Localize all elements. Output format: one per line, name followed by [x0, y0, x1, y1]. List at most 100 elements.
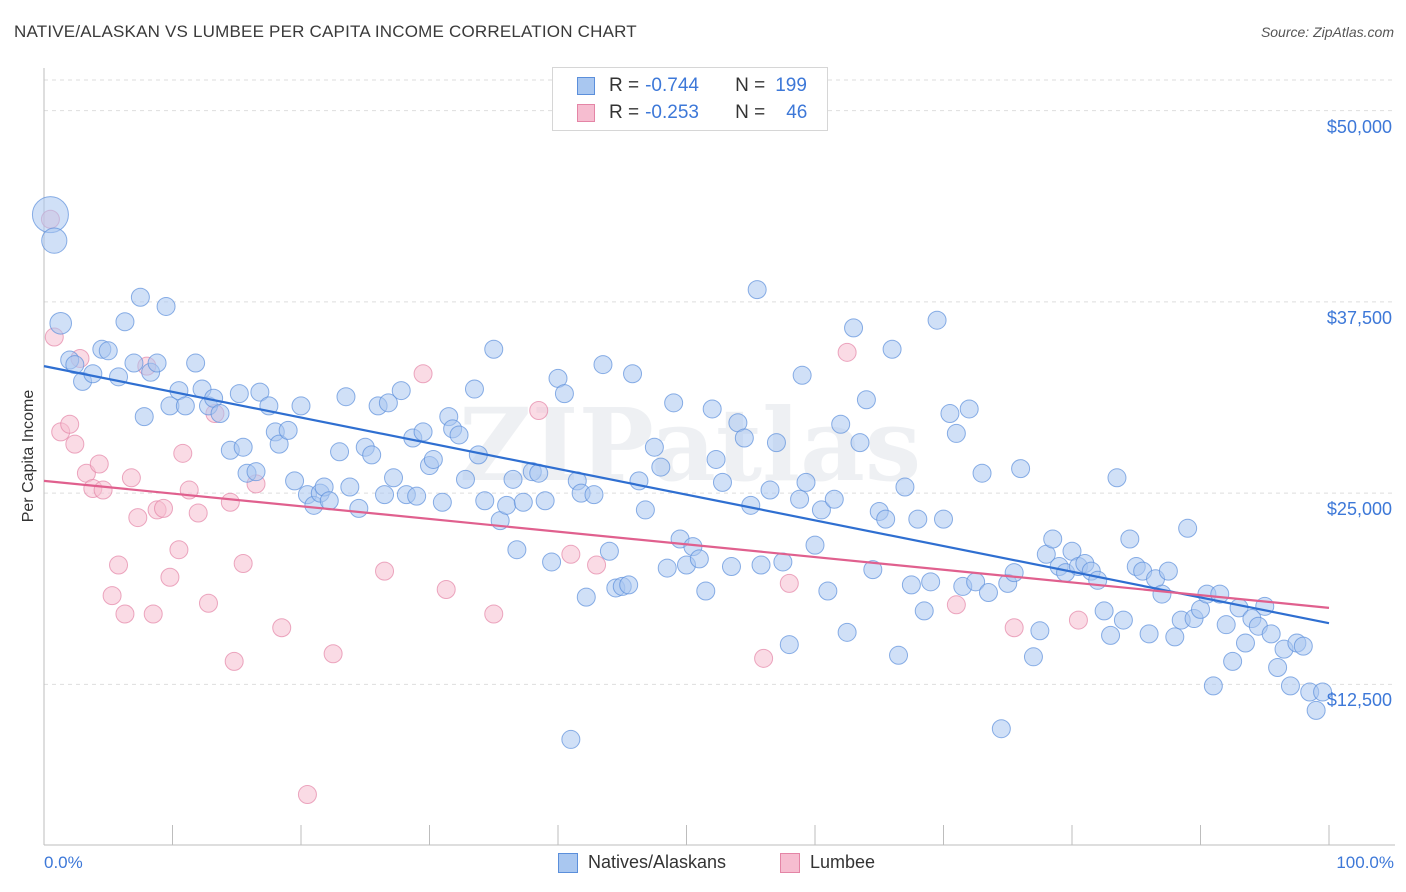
native-point-66: [475, 491, 495, 511]
native-point-180: [1223, 651, 1243, 671]
native-point-194: [1313, 682, 1333, 702]
lumbee-point-43: [946, 595, 966, 615]
native-point-148: [1011, 459, 1031, 479]
native-point-187: [1268, 658, 1288, 678]
native-point-147: [1004, 563, 1024, 583]
native-point-101: [702, 399, 722, 419]
trend-line-1: [43, 479, 1330, 609]
native-point-139: [946, 423, 966, 443]
native-point-19: [175, 396, 195, 416]
lumbee-point-26: [220, 492, 240, 512]
native-point-125: [856, 390, 876, 410]
native-point-164: [1120, 529, 1140, 549]
native-point-167: [1139, 624, 1159, 644]
native-point-71: [507, 540, 527, 560]
legend-swatch-natives: [577, 77, 595, 95]
native-point-63: [455, 469, 475, 489]
lumbee-point-4: [65, 434, 85, 454]
native-point-182: [1235, 633, 1255, 653]
lumbee-point-36: [484, 604, 504, 624]
native-point-51: [384, 468, 404, 488]
lumbee-point-40: [754, 648, 774, 668]
native-point-10: [115, 312, 135, 332]
y-tick-label-3: $50,000: [1326, 116, 1392, 137]
lumbee-point-31: [297, 785, 317, 805]
native-point-27: [233, 437, 253, 457]
lumbee-point-9: [93, 480, 113, 500]
lumbee-point-21: [173, 443, 193, 463]
native-point-47: [362, 445, 382, 465]
lumbee-point-16: [143, 604, 163, 624]
native-point-29: [246, 462, 266, 482]
lumbee-point-12: [115, 604, 135, 624]
native-point-137: [934, 509, 953, 529]
native-point-36: [291, 396, 311, 416]
native-point-152: [1043, 529, 1063, 549]
native-point-179: [1216, 615, 1236, 635]
native-point-1: [41, 227, 68, 254]
native-point-145: [991, 719, 1011, 739]
native-point-99: [689, 549, 709, 569]
native-point-89: [623, 364, 643, 384]
native-point-93: [651, 457, 671, 477]
native-point-117: [805, 535, 825, 555]
legend-n-value-lumbee: 46: [786, 102, 808, 123]
native-point-76: [542, 552, 562, 572]
correlation-legend: R = -0.744 N = 199 R = -0.253 N = 46: [552, 67, 828, 131]
native-point-124: [850, 433, 870, 453]
native-point-141: [959, 399, 979, 419]
lumbee-point-30: [272, 618, 292, 638]
series-label-lumbee: Lumbee: [810, 852, 876, 872]
native-point-132: [901, 575, 921, 595]
native-point-92: [644, 437, 664, 457]
native-point-4: [65, 355, 85, 375]
native-point-0: [31, 196, 69, 234]
native-point-33: [269, 434, 289, 454]
native-point-173: [1178, 518, 1198, 538]
native-point-118: [811, 500, 831, 520]
native-point-50: [378, 393, 398, 413]
native-point-109: [751, 555, 771, 575]
native-point-13: [134, 407, 154, 427]
lumbee-point-39: [587, 555, 607, 575]
series-swatch-lumbee: [780, 852, 800, 873]
x-tick-label-max: 100.0%: [1336, 853, 1394, 872]
native-point-115: [792, 365, 812, 385]
series-label-natives: Natives/Alaskans: [588, 852, 727, 872]
native-point-35: [285, 471, 305, 491]
native-point-134: [914, 601, 934, 621]
lumbee-points: [40, 209, 1088, 805]
native-point-120: [824, 489, 844, 509]
lumbee-point-3: [60, 414, 80, 434]
legend-r-label: R =: [609, 75, 640, 96]
natives-points: [31, 196, 1333, 749]
native-point-102: [706, 449, 726, 469]
native-point-191: [1293, 636, 1313, 656]
series-legend-lumbee: Lumbee: [780, 852, 875, 873]
native-point-12: [130, 287, 150, 307]
native-point-49: [375, 485, 395, 505]
native-point-91: [635, 500, 655, 520]
legend-r-value-natives: -0.744: [645, 75, 699, 96]
native-point-72: [513, 492, 533, 512]
native-point-121: [831, 414, 851, 434]
native-point-34: [278, 420, 298, 440]
native-point-62: [449, 425, 469, 445]
native-point-82: [576, 587, 596, 607]
native-point-94: [657, 558, 677, 578]
native-point-79: [561, 729, 581, 749]
native-point-119: [818, 581, 838, 601]
lumbee-point-35: [436, 579, 456, 599]
native-point-2: [49, 311, 73, 335]
series-swatch-natives: [558, 852, 578, 873]
native-point-126: [863, 560, 883, 580]
native-point-103: [712, 472, 732, 492]
lumbee-point-8: [89, 454, 109, 474]
lumbee-point-33: [375, 561, 395, 581]
native-point-112: [773, 552, 793, 572]
lumbee-point-37: [529, 400, 549, 420]
native-point-136: [927, 310, 947, 330]
lumbee-point-38: [561, 544, 581, 564]
lumbee-point-19: [160, 567, 180, 587]
native-point-186: [1261, 624, 1281, 644]
